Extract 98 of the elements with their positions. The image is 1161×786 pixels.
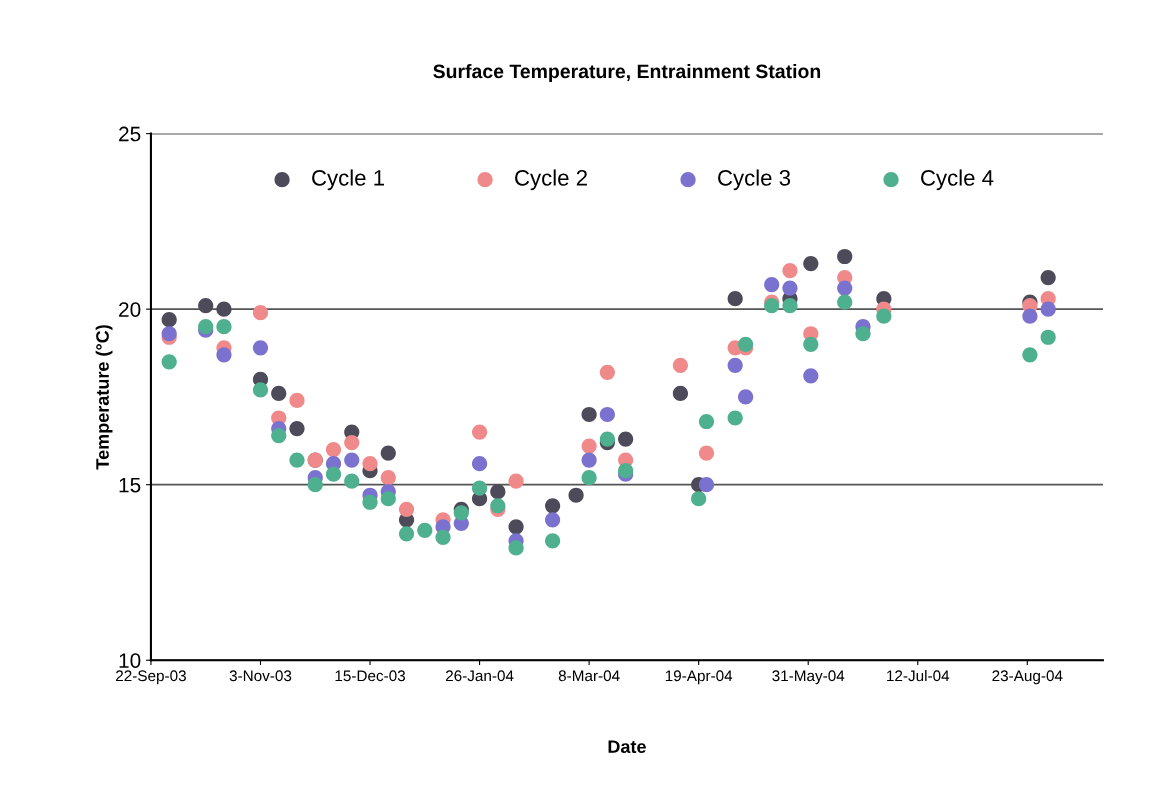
point [1040, 329, 1056, 345]
point [545, 498, 561, 514]
x-tick-label: 22-Sep-03 [116, 670, 186, 685]
point [508, 473, 524, 489]
point [289, 452, 305, 468]
x-tick-label: 26-Jan-04 [445, 670, 514, 682]
point [545, 512, 561, 528]
point [738, 336, 754, 352]
point [698, 477, 715, 493]
point [325, 441, 342, 458]
point [344, 452, 360, 468]
point [764, 276, 780, 293]
y-tick-label: 15 [119, 477, 141, 493]
x-tick-label: 3-Nov-03 [229, 670, 292, 682]
point [738, 389, 754, 405]
point [380, 491, 396, 507]
point [599, 431, 615, 447]
point [344, 473, 360, 489]
point [782, 280, 798, 296]
y-tick-label: 20 [119, 302, 141, 317]
point [837, 248, 853, 265]
point [508, 540, 524, 556]
point [803, 336, 819, 352]
chart-title: Surface Temperature, Entrainment Station [433, 63, 821, 83]
point [380, 470, 396, 486]
point [599, 364, 615, 380]
point [698, 445, 715, 461]
point [672, 385, 689, 402]
point [545, 533, 561, 549]
y-axis-title: Temperature (°C) [95, 325, 113, 470]
point [568, 487, 584, 503]
point [198, 298, 214, 314]
point [837, 294, 853, 310]
point [216, 301, 232, 317]
point [803, 368, 819, 384]
x-tick-label: 15-Dec-03 [335, 670, 406, 682]
point [471, 424, 488, 440]
point [803, 255, 819, 272]
point [581, 438, 597, 454]
point [325, 466, 342, 482]
point [216, 319, 232, 335]
point [618, 431, 634, 447]
point [876, 308, 892, 324]
point [344, 434, 360, 451]
point [698, 413, 715, 430]
point [362, 494, 378, 510]
point [782, 298, 798, 314]
point [289, 392, 305, 409]
point [453, 505, 469, 521]
point [837, 280, 853, 296]
x-tick-label: 8-Mar-04 [558, 670, 620, 682]
point [380, 445, 396, 461]
point [362, 456, 378, 472]
y-tick-label: 10 [119, 653, 141, 668]
point [672, 357, 689, 373]
point [216, 347, 232, 363]
point [252, 382, 269, 398]
x-tick-label: 23-Aug-04 [992, 670, 1063, 685]
point [581, 470, 597, 486]
point [599, 406, 615, 423]
x-tick-label: 31-May-04 [772, 670, 845, 685]
point [508, 519, 524, 535]
point [252, 340, 269, 356]
point [1022, 308, 1038, 324]
point [435, 529, 451, 545]
point [161, 354, 177, 370]
legend-label: Cycle 3 [718, 169, 791, 191]
point [727, 291, 743, 307]
legend-label: Cycle 2 [515, 169, 587, 191]
point [417, 522, 433, 538]
point [855, 326, 871, 342]
x-tick-label: 19-Apr-04 [665, 670, 733, 685]
point [307, 477, 323, 493]
x-axis-title: Date [608, 740, 646, 754]
point [727, 357, 743, 373]
x-tick-label: 12-Jul-04 [887, 669, 950, 682]
point [691, 491, 707, 507]
point [289, 420, 305, 437]
point [471, 456, 488, 472]
point [398, 501, 415, 517]
point [471, 480, 488, 496]
point [1040, 301, 1056, 317]
point [581, 406, 597, 423]
point [1022, 347, 1038, 363]
y-tick-label: 25 [119, 126, 141, 142]
point [398, 526, 415, 542]
point [490, 484, 506, 500]
point [727, 410, 743, 426]
point [161, 312, 177, 328]
point [271, 385, 287, 402]
legend-label: Cycle 4 [921, 169, 994, 191]
point [581, 452, 597, 468]
point [782, 262, 798, 279]
point [252, 305, 269, 321]
point [271, 427, 287, 444]
legend-label: Cycle 1 [312, 169, 384, 191]
point [764, 298, 780, 314]
point [1040, 269, 1056, 286]
